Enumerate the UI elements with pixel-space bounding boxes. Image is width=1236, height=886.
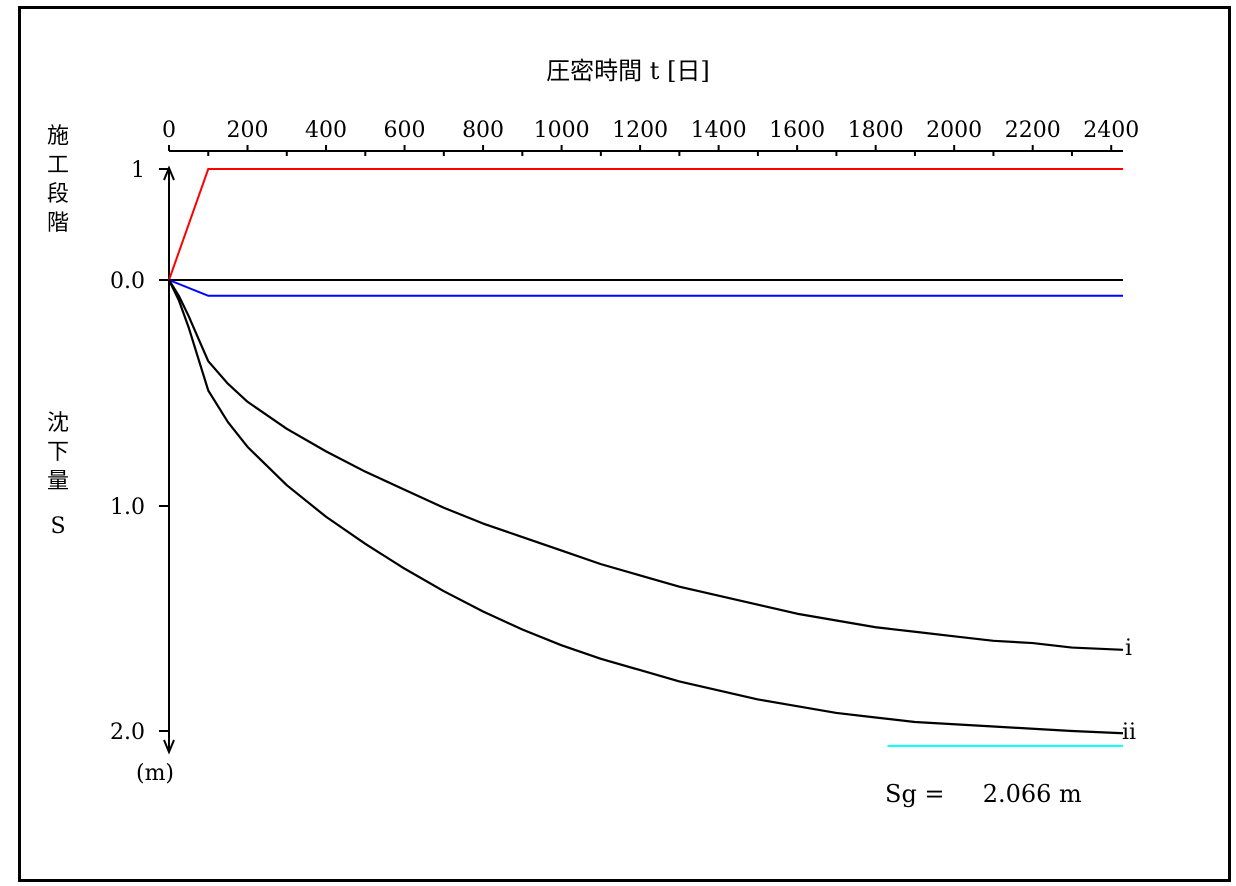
x-tick-label: 1200 <box>612 118 668 143</box>
settlement-unit-label: (m) <box>136 761 174 786</box>
plot-lines <box>168 168 1124 747</box>
settlement-tick-label: 1.0 <box>110 495 145 520</box>
settlement-tick-label: 2.0 <box>110 720 145 745</box>
stage-axis-label: 施 工 段 階 <box>47 124 69 236</box>
sg-value-text: Sg = 2.066 m <box>885 780 1082 808</box>
settlement-tick-label: 0.0 <box>110 269 145 294</box>
settlement-curve-i <box>168 279 1124 651</box>
x-tick-label: 0 <box>162 118 176 143</box>
settlement-label-char: 量 <box>47 469 69 494</box>
x-tick-label: 1000 <box>534 118 590 143</box>
series-label-i: i <box>1125 636 1132 661</box>
x-tick-label: 400 <box>305 118 347 143</box>
y-axis: 1 0.0 1.0 2.0 (m) <box>110 158 175 786</box>
settlement-label-char: S <box>50 514 65 539</box>
x-tick-label: 1800 <box>848 118 904 143</box>
stage-label-char: 段 <box>47 182 69 207</box>
settlement-label-char: 下 <box>47 440 69 465</box>
construction-stage-line <box>168 168 1123 281</box>
stage-tick-label: 1 <box>131 158 145 183</box>
stage-label-char: 階 <box>47 211 69 236</box>
x-tick-label: 600 <box>384 118 426 143</box>
x-tick-label: 1400 <box>691 118 747 143</box>
stage-label-char: 施 <box>47 124 69 149</box>
stage-label-char: 工 <box>47 153 69 178</box>
x-axis-ticks: 0 200 400 600 800 1000 1200 1400 1600 1800 2000 220… <box>162 118 1139 156</box>
x-tick-label: 800 <box>462 118 504 143</box>
x-axis-title: 圧密時間 t [日] <box>546 57 710 85</box>
x-tick-label: 2400 <box>1083 118 1139 143</box>
fill-settlement-line <box>168 279 1123 297</box>
x-tick-label: 200 <box>227 118 269 143</box>
chart-frame <box>18 6 1231 882</box>
y-axis-arrow-down <box>163 739 175 755</box>
x-tick-label: 1600 <box>769 118 825 143</box>
settlement-curve-ii <box>168 279 1124 735</box>
settlement-label-char: 沈 <box>47 411 69 436</box>
x-tick-label: 2200 <box>1005 118 1061 143</box>
settlement-axis-label: 沈 下 量 S <box>47 411 69 539</box>
x-axis: 0 200 400 600 800 1000 1200 1400 1600 1800 2000 220… <box>162 118 1139 156</box>
series-label-ii: ii <box>1122 720 1136 745</box>
x-tick-label: 2000 <box>926 118 982 143</box>
